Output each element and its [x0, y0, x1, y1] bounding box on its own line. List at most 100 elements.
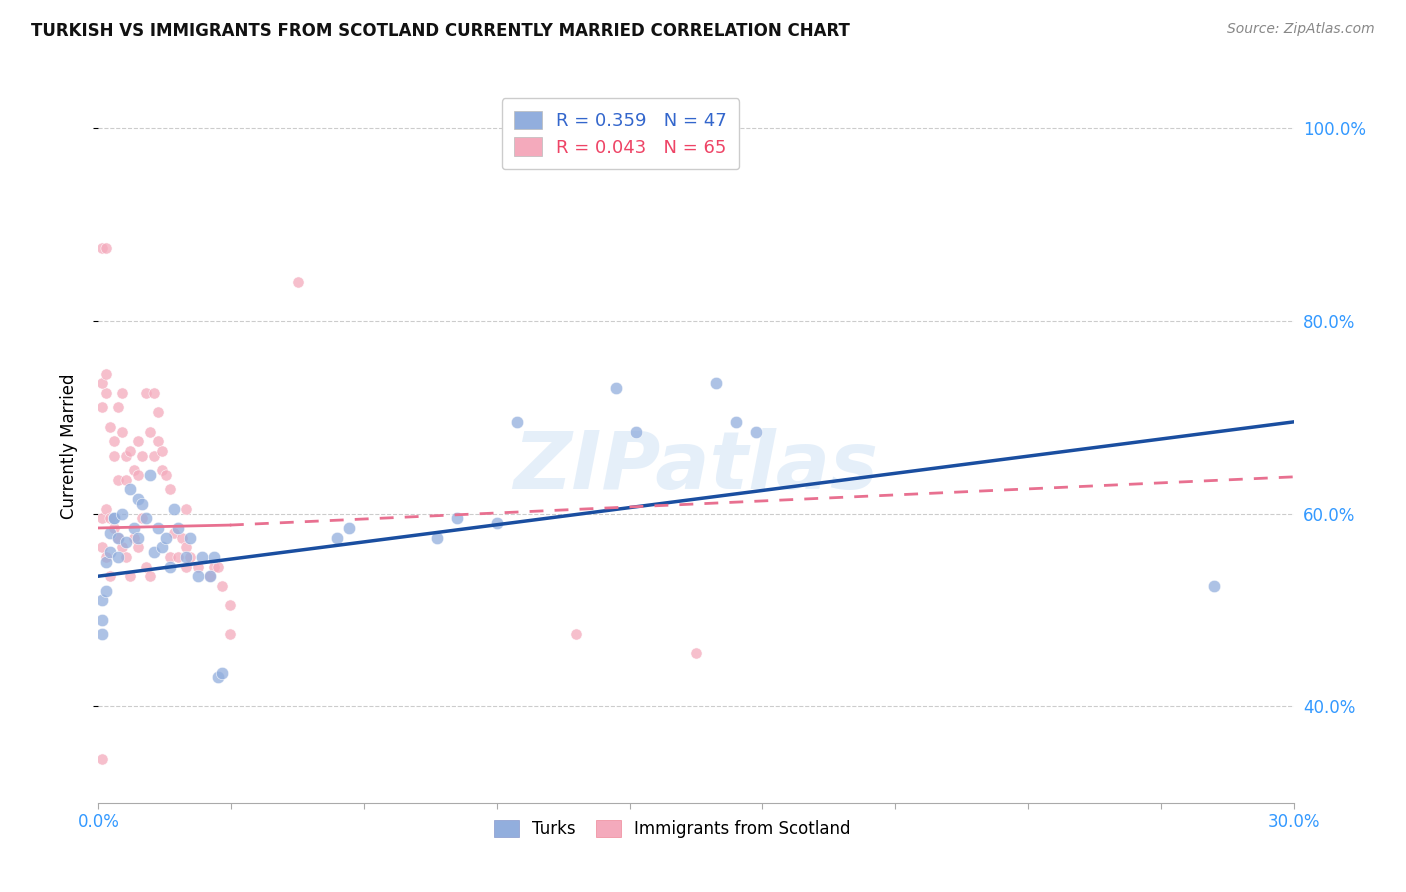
Point [91, 752, 114, 766]
Text: TURKISH VS IMMIGRANTS FROM SCOTLAND CURRENTLY MARRIED CORRELATION CHART: TURKISH VS IMMIGRANTS FROM SCOTLAND CURR… [31, 22, 849, 40]
Point [91, 541, 114, 555]
Point [219, 598, 242, 612]
Point [187, 569, 209, 583]
Point [605, 381, 627, 395]
Point [103, 521, 125, 535]
Point [287, 275, 309, 289]
Point [111, 541, 134, 555]
Point [107, 531, 129, 545]
Point [103, 511, 125, 525]
Point [143, 386, 166, 401]
Point [115, 449, 138, 463]
Point [131, 449, 153, 463]
Point [187, 559, 209, 574]
Point [96, 386, 118, 401]
Point [565, 627, 588, 641]
Point [143, 545, 166, 559]
Point [115, 549, 138, 564]
Point [96, 501, 118, 516]
Point [91, 401, 114, 415]
Point [163, 501, 186, 516]
Point [107, 549, 129, 564]
Point [115, 473, 138, 487]
Point [159, 559, 181, 574]
Point [174, 541, 197, 555]
Point [96, 367, 118, 381]
Point [124, 521, 146, 535]
Point [107, 473, 129, 487]
Point [163, 525, 186, 540]
Point [120, 483, 142, 497]
Point [135, 511, 157, 525]
Point [135, 559, 157, 574]
Point [98, 511, 122, 525]
Point [426, 531, 449, 545]
Point [96, 555, 118, 569]
Point [174, 559, 197, 574]
Text: ZIPatlas: ZIPatlas [513, 428, 879, 507]
Point [111, 386, 134, 401]
Point [148, 405, 170, 419]
Point [91, 613, 114, 627]
Point [202, 559, 225, 574]
Point [98, 419, 122, 434]
Point [155, 531, 177, 545]
Text: Source: ZipAtlas.com: Source: ZipAtlas.com [1227, 22, 1375, 37]
Point [179, 531, 201, 545]
Point [91, 627, 114, 641]
Point [148, 434, 170, 449]
Point [127, 434, 149, 449]
Point [191, 549, 214, 564]
Point [159, 549, 181, 564]
Point [91, 593, 114, 607]
Point [724, 415, 747, 429]
Point [155, 467, 177, 482]
Point [143, 449, 166, 463]
Point [127, 531, 149, 545]
Point [745, 425, 768, 439]
Point [98, 545, 122, 559]
Point [207, 559, 229, 574]
Point [150, 463, 173, 477]
Point [127, 491, 149, 506]
Legend: Turks, Immigrants from Scotland: Turks, Immigrants from Scotland [486, 813, 858, 845]
Point [111, 507, 134, 521]
Point [91, 511, 114, 525]
Point [198, 569, 221, 583]
Point [150, 541, 173, 555]
Point [107, 531, 129, 545]
Point [172, 531, 194, 545]
Point [1202, 579, 1225, 593]
Point [111, 425, 134, 439]
Point [98, 525, 122, 540]
Point [159, 483, 181, 497]
Point [211, 665, 233, 680]
Point [139, 425, 162, 439]
Point [202, 549, 225, 564]
Point [127, 541, 149, 555]
Point [115, 535, 138, 549]
Point [167, 521, 190, 535]
Point [485, 516, 508, 530]
Point [120, 569, 142, 583]
Point [326, 531, 349, 545]
Point [207, 670, 229, 684]
Point [446, 511, 468, 525]
Point [704, 376, 727, 391]
Point [179, 549, 201, 564]
Point [139, 467, 162, 482]
Point [148, 521, 170, 535]
Point [131, 511, 153, 525]
Point [96, 549, 118, 564]
Point [174, 501, 197, 516]
Point [124, 463, 146, 477]
Point [167, 549, 190, 564]
Point [91, 376, 114, 391]
Point [685, 646, 707, 660]
Point [211, 579, 233, 593]
Point [103, 434, 125, 449]
Point [135, 386, 157, 401]
Point [124, 531, 146, 545]
Point [506, 415, 529, 429]
Point [198, 569, 221, 583]
